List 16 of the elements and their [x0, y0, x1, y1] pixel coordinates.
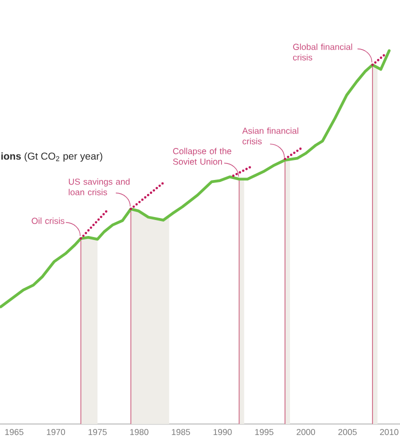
- x-tick-label: 2010: [380, 429, 398, 436]
- x-tick-label: 2005: [338, 429, 357, 436]
- annotation: Collapse of the Soviet Union: [173, 148, 232, 165]
- x-tick-label: 1975: [88, 429, 107, 436]
- x-tick-label: 2000: [296, 429, 316, 436]
- x-tick-label: 1995: [255, 429, 274, 436]
- text: ions (Gt CO$_{2}$ per year): [1, 152, 102, 162]
- x-tick-label: 1970: [46, 429, 66, 436]
- x-tick-label: 1980: [130, 429, 148, 436]
- x-tick-label: 1985: [172, 429, 190, 436]
- annotation: Global financial crisis: [293, 44, 352, 60]
- x-tick-label: 1965: [5, 429, 24, 436]
- annotation: US savings and loan crisis: [68, 178, 130, 196]
- annotation: Oil crisis: [32, 218, 64, 224]
- annotation: Asian financial crisis: [242, 127, 298, 144]
- x-tick-label: 1990: [214, 429, 232, 436]
